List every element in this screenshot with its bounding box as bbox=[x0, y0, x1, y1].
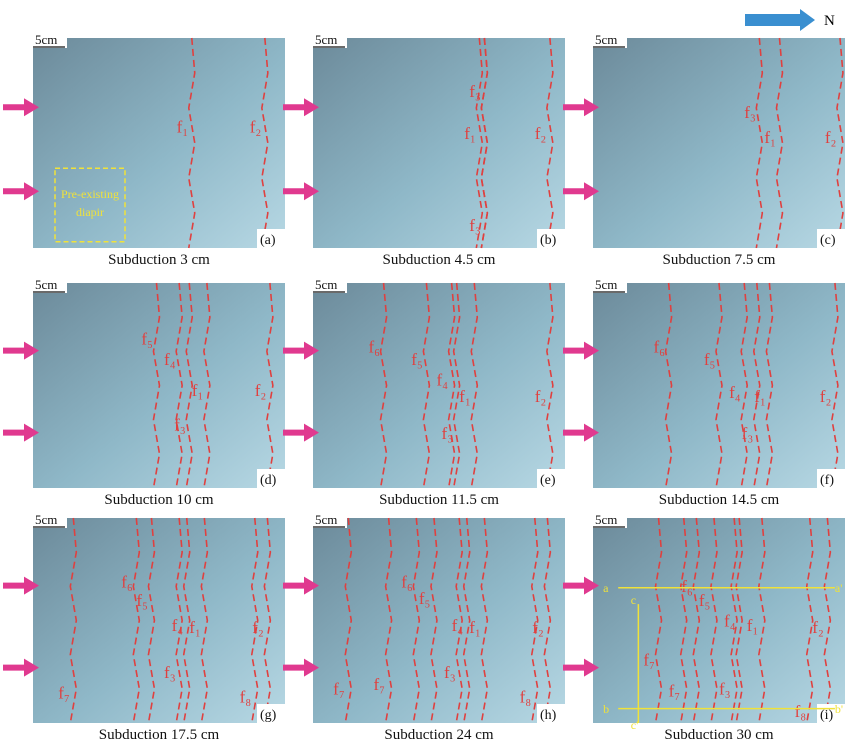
fault-label: f₁ bbox=[459, 387, 471, 406]
fault-label: f₃ bbox=[174, 416, 186, 435]
fault-label: f₁ bbox=[747, 616, 759, 635]
fault-label: f₃ bbox=[444, 663, 456, 682]
panel-id: (e) bbox=[540, 473, 556, 488]
caption: Subduction 10 cm bbox=[104, 492, 213, 508]
panel-id: (c) bbox=[820, 233, 836, 248]
section-label: c bbox=[631, 593, 636, 607]
fault-label: f₄ bbox=[164, 350, 176, 369]
fault-label: f₂ bbox=[820, 387, 832, 406]
panel-id: (a) bbox=[260, 233, 276, 248]
photo bbox=[313, 38, 565, 248]
fault-label: f₁ bbox=[177, 118, 189, 137]
fault-label: f₄ bbox=[452, 616, 464, 635]
fault-label: f₆ bbox=[681, 577, 693, 596]
photo bbox=[593, 38, 845, 248]
compass-label: N bbox=[824, 13, 835, 29]
fault-label: f₃ bbox=[744, 103, 756, 122]
fault-label: f₁ bbox=[764, 128, 776, 147]
fault-label: f₈ bbox=[240, 688, 252, 707]
photo bbox=[593, 283, 845, 488]
fault-label: f₄ bbox=[436, 371, 448, 390]
caption: Subduction 11.5 cm bbox=[379, 492, 499, 508]
fault-label: f₂ bbox=[812, 618, 824, 637]
fault-label: f₈ bbox=[520, 688, 532, 707]
fault-label: f₂ bbox=[535, 124, 547, 143]
scale-label: 5cm bbox=[315, 277, 337, 292]
scale-label: 5cm bbox=[35, 512, 57, 527]
fault-label: f₅ bbox=[419, 589, 431, 608]
fault-label: f₆ bbox=[121, 573, 133, 592]
scale-label: 5cm bbox=[35, 277, 57, 292]
diapir-label: diapir bbox=[76, 205, 104, 219]
fault-label: f₇ bbox=[373, 675, 385, 694]
fault-label: f₆ bbox=[368, 338, 380, 357]
fault-label: f₃ bbox=[719, 679, 731, 698]
fault-label: f₅ bbox=[136, 591, 148, 610]
fault-label: f₅ bbox=[411, 350, 423, 369]
fault-label: f₃ bbox=[164, 663, 176, 682]
section-label: a' bbox=[835, 581, 843, 595]
panel-id: (b) bbox=[540, 233, 557, 248]
fault-label: f₇ bbox=[333, 679, 345, 698]
section-label: c' bbox=[631, 718, 639, 732]
fault-label: f₂ bbox=[532, 618, 544, 637]
caption: Subduction 24 cm bbox=[384, 727, 493, 743]
panel-id: (h) bbox=[540, 708, 557, 723]
caption: Subduction 7.5 cm bbox=[663, 252, 776, 268]
fault-label: f₁ bbox=[192, 381, 204, 400]
compass-arrow bbox=[745, 9, 815, 31]
panel-id: (d) bbox=[260, 473, 277, 488]
fault-label: f₂ bbox=[825, 128, 837, 147]
panel-id: (f) bbox=[820, 473, 834, 488]
fault-label: f₁ bbox=[754, 387, 766, 406]
section-label: b bbox=[603, 702, 609, 716]
fault-label: f₆ bbox=[653, 338, 665, 357]
scale-label: 5cm bbox=[315, 512, 337, 527]
scale-label: 5cm bbox=[595, 32, 617, 47]
photo bbox=[33, 38, 285, 248]
fault-label: f₃ bbox=[742, 424, 754, 443]
fault-label: f₅ bbox=[141, 330, 153, 349]
fault-label: f₆ bbox=[401, 573, 413, 592]
fault-label: f₄ bbox=[729, 383, 741, 402]
scale-label: 5cm bbox=[315, 32, 337, 47]
panel-id: (g) bbox=[260, 708, 277, 723]
figure: N f₁ f₂ 5cm (a) Subduction 3 cm Pre-existing d… bbox=[0, 0, 849, 749]
caption: Subduction 30 cm bbox=[664, 727, 773, 743]
section-label: b' bbox=[835, 702, 843, 716]
fault-label: f₂ bbox=[255, 381, 267, 400]
fault-label: f₂ bbox=[535, 387, 547, 406]
scale-label: 5cm bbox=[35, 32, 57, 47]
fault-label: f₅ bbox=[699, 591, 711, 610]
panel-id: (i) bbox=[820, 708, 834, 723]
scale-label: 5cm bbox=[595, 512, 617, 527]
caption: Subduction 3 cm bbox=[108, 252, 210, 268]
fault-label: f₇ bbox=[58, 683, 70, 702]
fault-label: f₃ bbox=[442, 424, 454, 443]
fault-label: f₁ bbox=[464, 124, 476, 143]
fault-label: f₃ bbox=[469, 216, 481, 235]
caption: Subduction 14.5 cm bbox=[659, 492, 780, 508]
caption: Subduction 4.5 cm bbox=[383, 252, 496, 268]
fault-label: f₁ bbox=[189, 618, 201, 637]
fault-label: f₂ bbox=[250, 118, 262, 137]
fault-label: f₇ bbox=[669, 681, 681, 700]
fault-label: f₃ bbox=[469, 82, 481, 101]
caption: Subduction 17.5 cm bbox=[99, 727, 220, 743]
fault-label: f₂ bbox=[252, 618, 264, 637]
fault-label: f₁ bbox=[469, 618, 481, 637]
fault-label: f₄ bbox=[172, 616, 184, 635]
fault-label: f₅ bbox=[704, 350, 716, 369]
scale-label: 5cm bbox=[595, 277, 617, 292]
section-label: a bbox=[603, 581, 609, 595]
diapir-label: Pre-existing bbox=[61, 187, 119, 201]
fault-label: f₇ bbox=[643, 651, 655, 670]
fault-label: f₄ bbox=[724, 612, 736, 631]
fault-label: f₈ bbox=[795, 702, 807, 721]
